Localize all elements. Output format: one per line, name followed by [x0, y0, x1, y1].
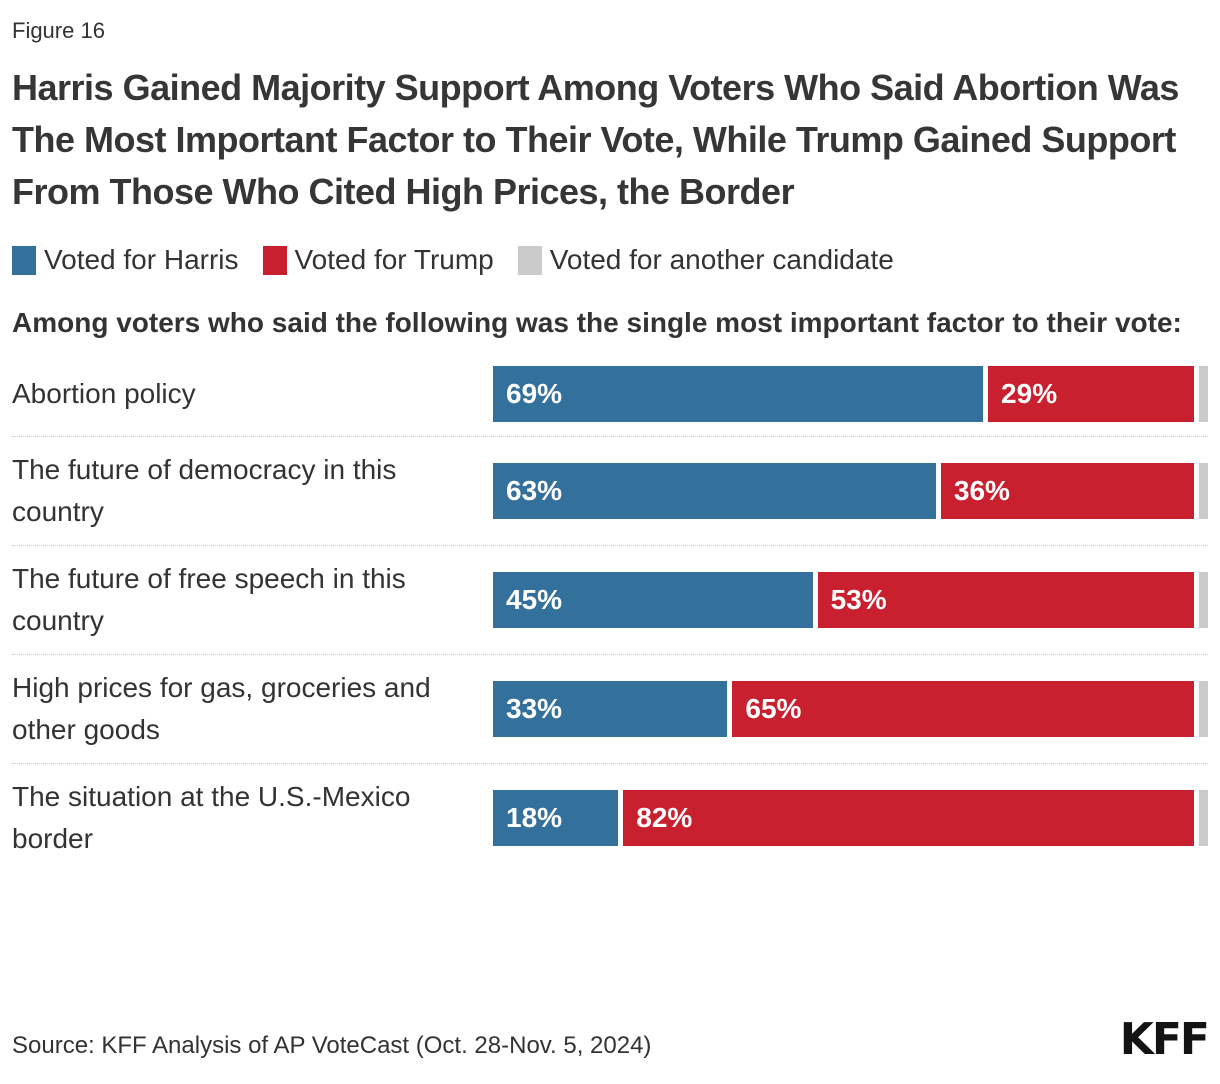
chart-row: The future of free speech in this countr…: [12, 545, 1208, 654]
legend-item-harris: Voted for Harris: [12, 244, 239, 276]
kff-logo: KFF: [1119, 1014, 1210, 1065]
bar-value-label: 45%: [506, 584, 563, 615]
trump-bar-segment: 29%: [988, 366, 1194, 422]
chart-row: Abortion policy 69% 29%: [12, 352, 1208, 436]
chart-row: The future of democracy in this country …: [12, 436, 1208, 545]
other-bar-segment: [1199, 790, 1208, 846]
chart-legend: Voted for Harris Voted for Trump Voted f…: [12, 244, 1208, 276]
row-label: High prices for gas, groceries and other…: [12, 672, 431, 745]
row-label: The future of free speech in this countr…: [12, 563, 406, 636]
harris-bar-segment: 18%: [493, 790, 619, 846]
trump-bar-segment: 36%: [940, 463, 1194, 519]
row-label: The future of democracy in this country: [12, 454, 397, 527]
footer: Source: KFF Analysis of AP VoteCast (Oct…: [12, 1014, 1210, 1065]
bar-track: 45% 53%: [493, 572, 1208, 628]
bar-value-label: 18%: [506, 802, 563, 833]
bar-value-label: 82%: [636, 802, 693, 833]
legend-label-trump: Voted for Trump: [294, 244, 494, 275]
trump-bar-segment: 53%: [817, 572, 1194, 628]
bar-value-label: 33%: [506, 693, 563, 724]
legend-label-other: Voted for another candidate: [549, 244, 894, 275]
bar-track: 69% 29%: [493, 366, 1208, 422]
bar-value-label: 69%: [506, 378, 563, 409]
bar-track: 33% 65%: [493, 681, 1208, 737]
other-legend-swatch-icon: [517, 245, 542, 275]
figure-label: Figure 16: [12, 18, 105, 43]
bar-value-label: 53%: [830, 584, 887, 615]
harris-bar-segment: 33%: [493, 681, 728, 737]
legend-label-harris: Voted for Harris: [44, 244, 239, 275]
bar-track: 63% 36%: [493, 463, 1208, 519]
row-label: Abortion policy: [12, 378, 196, 409]
chart-row: High prices for gas, groceries and other…: [12, 654, 1208, 763]
trump-legend-swatch-icon: [262, 245, 287, 275]
bar-track: 18% 82%: [493, 790, 1208, 846]
chart-row: The situation at the U.S.-Mexico border …: [12, 763, 1208, 872]
harris-bar-segment: 63%: [493, 463, 936, 519]
harris-bar-segment: 45%: [493, 572, 813, 628]
other-bar-segment: [1199, 681, 1208, 737]
other-bar-segment: [1199, 366, 1208, 422]
source-text: Source: KFF Analysis of AP VoteCast (Oct…: [12, 1032, 652, 1059]
bar-value-label: 36%: [953, 475, 1010, 506]
chart-title: Harris Gained Majority Support Among Vot…: [12, 67, 1179, 212]
other-bar-segment: [1199, 572, 1208, 628]
stacked-bar-chart: Abortion policy 69% 29% The future of de…: [12, 352, 1208, 872]
legend-item-trump: Voted for Trump: [262, 244, 494, 276]
other-bar-segment: [1199, 463, 1208, 519]
bar-value-label: 65%: [745, 693, 802, 724]
harris-legend-swatch-icon: [12, 245, 36, 275]
bar-value-label: 63%: [506, 475, 563, 506]
row-label: The situation at the U.S.-Mexico border: [12, 781, 411, 854]
chart-subtitle: Among voters who said the following was …: [12, 307, 1182, 338]
trump-bar-segment: 65%: [732, 681, 1194, 737]
bar-value-label: 29%: [1001, 378, 1058, 409]
trump-bar-segment: 82%: [623, 790, 1194, 846]
legend-item-other: Voted for another candidate: [517, 244, 894, 276]
harris-bar-segment: 69%: [493, 366, 984, 422]
